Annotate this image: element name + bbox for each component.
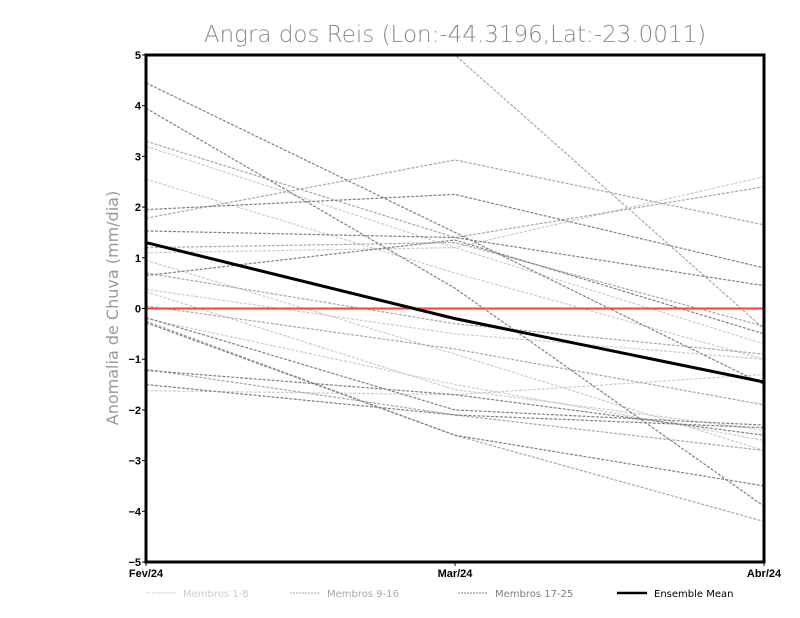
y-tick-label: −5 xyxy=(128,557,141,569)
legend-label: Membros 9-16 xyxy=(327,589,399,600)
member-line-19 xyxy=(146,193,764,269)
member-line-6 xyxy=(146,373,764,396)
legend: Membros 1-8 Membros 9-16 Membros 17-25 Ense… xyxy=(146,589,733,600)
y-tick-label: 4 xyxy=(135,101,142,113)
x-tick-label: Abr/24 xyxy=(747,568,782,580)
member-line-17 xyxy=(146,82,764,386)
y-tick-label: 5 xyxy=(135,50,141,62)
member-line-21 xyxy=(146,239,764,335)
y-tick-label: −1 xyxy=(128,354,141,366)
member-line-9 xyxy=(453,55,764,330)
member-line-8 xyxy=(146,318,764,441)
ensemble-mean-line xyxy=(145,241,765,384)
y-tick-label: 3 xyxy=(135,151,141,163)
member-line-23 xyxy=(146,322,764,487)
member-line-2 xyxy=(146,178,764,360)
member-line-3 xyxy=(146,247,764,345)
y-tick-label: −4 xyxy=(128,506,141,518)
member-lines xyxy=(146,55,764,523)
legend-label: Membros 17-25 xyxy=(495,589,573,600)
member-line-11 xyxy=(146,140,764,239)
x-tick-label: Fev/24 xyxy=(129,568,164,580)
y-tick-label: −2 xyxy=(128,405,141,417)
y-tick-label: −3 xyxy=(128,456,141,468)
chart-title: Angra dos Reis (Lon:-44.3196,Lat:-23.001… xyxy=(204,22,706,48)
member-line-12 xyxy=(146,272,764,355)
member-line-22 xyxy=(146,317,764,426)
member-line-20 xyxy=(146,230,764,287)
x-tick-label: Mar/24 xyxy=(438,568,474,580)
legend-label: Membros 1-8 xyxy=(183,589,249,600)
y-tick-label: 0 xyxy=(135,304,141,316)
legend-label: Ensemble Mean xyxy=(654,589,733,600)
member-line-5 xyxy=(146,291,764,431)
member-line-1 xyxy=(146,145,764,249)
member-line-16 xyxy=(146,368,764,452)
member-line-14 xyxy=(146,305,764,406)
member-line-15 xyxy=(146,241,764,327)
member-line-4 xyxy=(146,288,764,360)
y-axis-ticks: 5 4 3 2 1 0 −1 −2 −3 −4 −5 xyxy=(128,50,146,569)
y-tick-label: 2 xyxy=(135,202,141,214)
y-axis-label: Anomalia de Chuva (mm/dia) xyxy=(103,191,122,425)
y-tick-label: 1 xyxy=(135,253,141,265)
member-line-24 xyxy=(146,369,764,436)
member-line-18 xyxy=(146,107,764,507)
x-axis-ticks: Fev/24 Mar/24 Abr/24 xyxy=(129,562,782,580)
